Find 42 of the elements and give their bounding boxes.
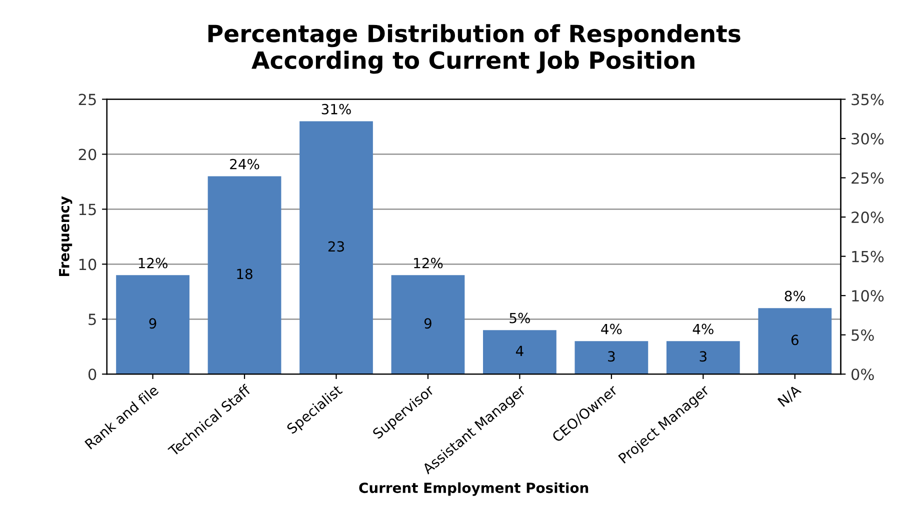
data-label: 3 [700, 351, 706, 362]
y2-tick-label: 10% [852, 290, 884, 302]
data-label: 23 [328, 241, 344, 252]
y-axis-title: Frequency [59, 196, 72, 276]
y-tick-label: 0 [88, 368, 96, 380]
y-tick-label: 15 [79, 204, 96, 216]
annotation: 5% [510, 312, 530, 324]
bar [391, 275, 465, 374]
annotation: 8% [784, 290, 806, 302]
annotation: 31% [322, 104, 351, 114]
bar [574, 341, 648, 374]
data-label: 9 [149, 318, 156, 329]
bar [300, 121, 373, 374]
y2-tick-label: 15% [852, 250, 884, 262]
annotation: 12% [138, 258, 168, 268]
x-tick-label: N/A [777, 384, 802, 408]
y2-tick-label: 30% [852, 132, 884, 145]
data-label: 9 [424, 318, 432, 329]
chart-title: Percentage Distribution of Respondents According to Current Job Position [208, 24, 740, 74]
y2-tick-label: 5% [852, 329, 874, 341]
annotation: 24% [230, 158, 260, 170]
y-tick-label: 5 [88, 314, 96, 326]
data-label: 6 [791, 334, 798, 346]
bar [666, 341, 740, 374]
bar [758, 308, 832, 374]
y2-tick-label: 25% [852, 172, 884, 184]
data-label: 18 [237, 268, 252, 280]
annotation: 4% [601, 324, 622, 334]
bar [208, 176, 282, 374]
y2-tick-label: 35% [852, 94, 884, 106]
annotation: 12% [414, 258, 443, 268]
data-label: 3 [608, 351, 615, 362]
x-axis-title: Current Employment Position [359, 482, 588, 496]
bar [483, 330, 556, 374]
y2-tick-label: 0% [852, 368, 874, 380]
bar [116, 275, 190, 374]
data-label: 4 [516, 346, 524, 356]
y-tick-label: 20 [78, 148, 96, 160]
y-tick-label: 10 [79, 258, 96, 270]
y-tick-label: 25 [78, 94, 96, 106]
annotation: 4% [692, 324, 714, 334]
y2-tick-label: 20% [852, 212, 884, 224]
